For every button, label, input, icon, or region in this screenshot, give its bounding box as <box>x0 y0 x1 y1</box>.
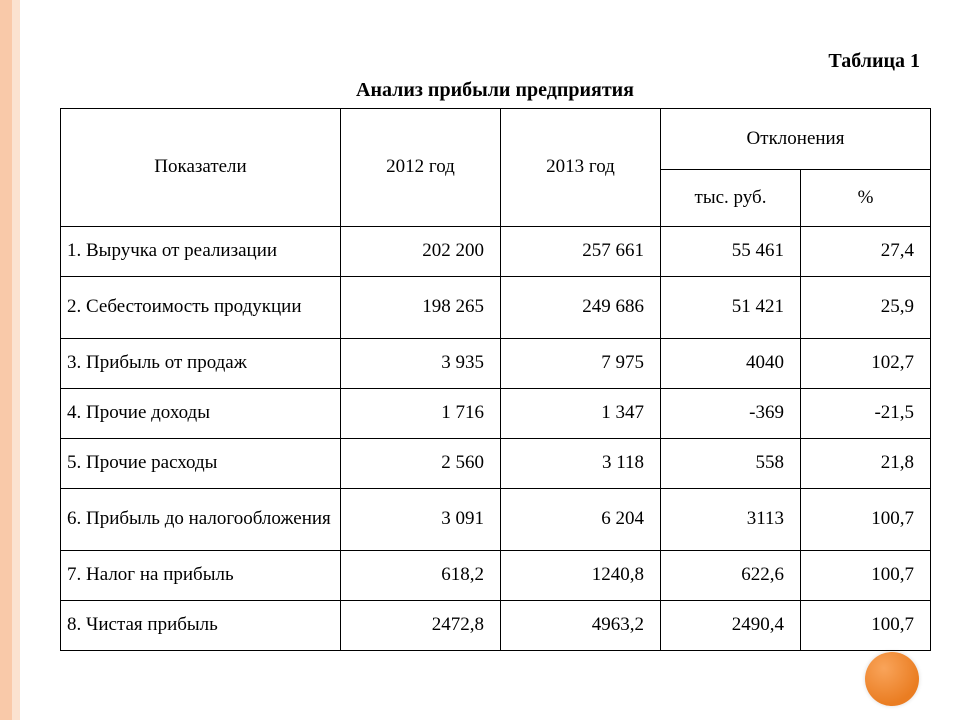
cell-y2012: 2472,8 <box>341 601 501 651</box>
cell-y2012: 1 716 <box>341 389 501 439</box>
cell-dev_abs: 55 461 <box>661 227 801 277</box>
table-row: 8. Чистая прибыль2472,84963,22490,4100,7 <box>61 601 931 651</box>
decorative-dot-icon <box>865 652 919 706</box>
cell-y2013: 1240,8 <box>501 551 661 601</box>
profit-analysis-table: Показатели 2012 год 2013 год Отклонения … <box>60 108 931 651</box>
table-row: 7. Налог на прибыль618,21240,8622,6100,7 <box>61 551 931 601</box>
table-row: 4. Прочие доходы1 7161 347-369-21,5 <box>61 389 931 439</box>
col-header-deviations: Отклонения <box>661 109 931 170</box>
cell-dev_abs: 4040 <box>661 339 801 389</box>
cell-dev_abs: 3113 <box>661 489 801 551</box>
row-label: 1. Выручка от реализации <box>61 227 341 277</box>
col-header-2013: 2013 год <box>501 109 661 227</box>
table-number-label: Таблица 1 <box>60 50 930 73</box>
cell-y2013: 249 686 <box>501 277 661 339</box>
row-label: 7. Налог на прибыль <box>61 551 341 601</box>
content-area: Таблица 1 Анализ прибыли предприятия Пок… <box>60 50 930 651</box>
row-label: 2. Себестоимость продукции <box>61 277 341 339</box>
row-label: 8. Чистая прибыль <box>61 601 341 651</box>
col-header-dev-pct: % <box>801 170 931 227</box>
cell-y2012: 202 200 <box>341 227 501 277</box>
cell-dev_abs: 2490,4 <box>661 601 801 651</box>
table-title: Анализ прибыли предприятия <box>60 79 930 102</box>
cell-y2013: 7 975 <box>501 339 661 389</box>
cell-y2013: 6 204 <box>501 489 661 551</box>
cell-dev_pct: 102,7 <box>801 339 931 389</box>
table-row: 3. Прибыль от продаж3 9357 9754040102,7 <box>61 339 931 389</box>
cell-dev_abs: 558 <box>661 439 801 489</box>
table-row: 6. Прибыль до налогообложения3 0916 2043… <box>61 489 931 551</box>
row-label: 5. Прочие расходы <box>61 439 341 489</box>
row-label: 4. Прочие доходы <box>61 389 341 439</box>
cell-y2012: 198 265 <box>341 277 501 339</box>
cell-y2013: 1 347 <box>501 389 661 439</box>
cell-y2012: 3 091 <box>341 489 501 551</box>
accent-bar-outer <box>0 0 12 720</box>
table-row: 2. Себестоимость продукции198 265249 686… <box>61 277 931 339</box>
table-row: 1. Выручка от реализации202 200257 66155… <box>61 227 931 277</box>
cell-dev_pct: 27,4 <box>801 227 931 277</box>
cell-y2012: 3 935 <box>341 339 501 389</box>
cell-dev_pct: 100,7 <box>801 551 931 601</box>
cell-dev_abs: 51 421 <box>661 277 801 339</box>
cell-y2013: 257 661 <box>501 227 661 277</box>
cell-dev_pct: 100,7 <box>801 489 931 551</box>
col-header-dev-abs: тыс. руб. <box>661 170 801 227</box>
table-row: 5. Прочие расходы2 5603 11855821,8 <box>61 439 931 489</box>
slide: Таблица 1 Анализ прибыли предприятия Пок… <box>0 0 960 720</box>
cell-y2013: 4963,2 <box>501 601 661 651</box>
cell-y2012: 618,2 <box>341 551 501 601</box>
table-body: 1. Выручка от реализации202 200257 66155… <box>61 227 931 651</box>
row-label: 6. Прибыль до налогообложения <box>61 489 341 551</box>
cell-y2013: 3 118 <box>501 439 661 489</box>
cell-y2012: 2 560 <box>341 439 501 489</box>
row-label: 3. Прибыль от продаж <box>61 339 341 389</box>
col-header-indicator: Показатели <box>61 109 341 227</box>
cell-dev_abs: -369 <box>661 389 801 439</box>
cell-dev_pct: 21,8 <box>801 439 931 489</box>
col-header-2012: 2012 год <box>341 109 501 227</box>
cell-dev_pct: -21,5 <box>801 389 931 439</box>
cell-dev_pct: 25,9 <box>801 277 931 339</box>
cell-dev_abs: 622,6 <box>661 551 801 601</box>
accent-bar-inner <box>12 0 20 720</box>
cell-dev_pct: 100,7 <box>801 601 931 651</box>
